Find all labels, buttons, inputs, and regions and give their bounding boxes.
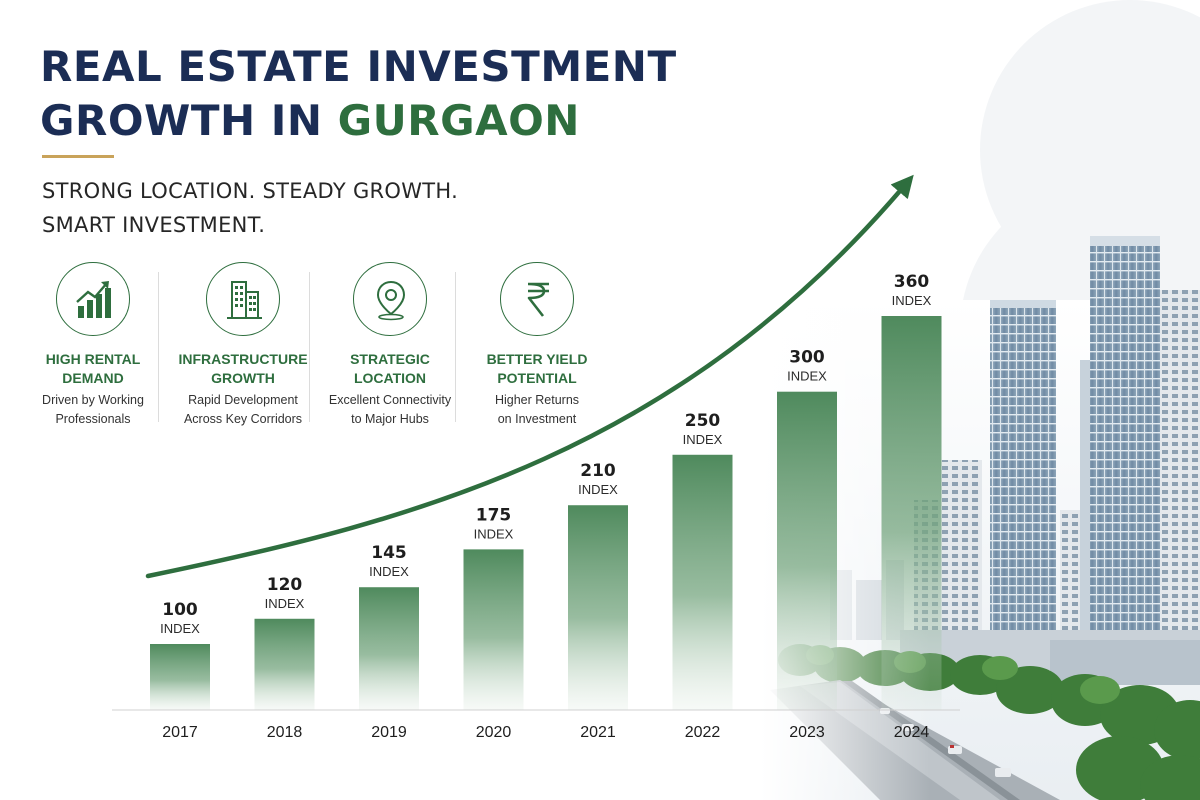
bar-2017 (150, 644, 210, 710)
x-tick-label-2023: 2023 (789, 724, 825, 741)
feature-title-line: STRATEGIC (350, 351, 430, 367)
buildings-icon (227, 281, 262, 319)
feature-description: Higher Returns on Investment (462, 391, 612, 429)
feature-title: STRATEGIC LOCATION (315, 350, 465, 388)
x-tick-label-2022: 2022 (685, 724, 721, 741)
value-label-2018: 120 (267, 575, 303, 595)
trend-arrow (145, 174, 914, 579)
feature-icon-ring (353, 262, 427, 336)
unit-label-2018: INDEX (265, 596, 305, 611)
page-title: REAL ESTATE INVESTMENT GROWTH IN GURGAON (40, 40, 677, 148)
x-tick-label-2019: 2019 (371, 724, 407, 741)
feature-description: Driven by Working Professionals (18, 391, 168, 429)
tagline-line-2: SMART INVESTMENT. (42, 213, 266, 237)
bar-2020 (463, 549, 524, 710)
unit-label-2022: INDEX (683, 432, 723, 447)
feature-description: Rapid Development Across Key Corridors (168, 391, 318, 429)
title-underline-divider (42, 155, 114, 158)
x-tick-label-2020: 2020 (476, 724, 512, 741)
chart-bars (150, 316, 942, 710)
tagline-line-1: STRONG LOCATION. STEADY GROWTH. (42, 179, 459, 203)
unit-label-2024: INDEX (892, 293, 932, 308)
feature-title-line: GROWTH (211, 370, 275, 386)
feature-title-line: LOCATION (353, 370, 427, 386)
feature-highlights: HIGH RENTAL DEMAND Driven by Working Pro… (18, 262, 598, 432)
feature-infrastructure-growth: INFRASTRUCTURE GROWTH Rapid Development … (168, 262, 318, 429)
chart-unit-labels: INDEX INDEX INDEX INDEX INDEX INDEX INDEX INDEX (160, 293, 932, 636)
x-tick-label-2017: 2017 (162, 724, 198, 741)
bar-2022 (672, 454, 733, 710)
feature-icon-ring (56, 262, 130, 336)
value-label-2019: 145 (371, 543, 407, 563)
feature-icon-ring (500, 262, 574, 336)
feature-divider (309, 272, 310, 422)
unit-label-2017: INDEX (160, 621, 200, 636)
bar-2018 (254, 618, 315, 710)
feature-title: BETTER YIELD POTENTIAL (462, 350, 612, 388)
feature-divider (455, 272, 456, 422)
feature-desc-line: Rapid Development (188, 393, 298, 407)
feature-desc-line: Across Key Corridors (183, 412, 303, 426)
bar-2019 (359, 587, 419, 710)
title-line-1: REAL ESTATE INVESTMENT (40, 42, 677, 91)
feature-high-rental-demand: HIGH RENTAL DEMAND Driven by Working Pro… (18, 262, 168, 429)
feature-title: INFRASTRUCTURE GROWTH (168, 350, 318, 388)
feature-description: Excellent Connectivity to Major Hubs (315, 391, 465, 429)
x-tick-label-2024: 2024 (894, 724, 930, 741)
rupee-icon (527, 282, 549, 317)
title-line-2-prefix: GROWTH IN (40, 96, 338, 145)
chart-value-labels: 100 120 145 175 210 250 300 360 (162, 272, 929, 620)
feature-strategic-location: STRATEGIC LOCATION Excellent Connectivit… (315, 262, 465, 429)
unit-label-2021: INDEX (578, 482, 618, 497)
x-tick-label-2021: 2021 (580, 724, 616, 741)
location-pin-icon (376, 280, 406, 321)
value-label-2021: 210 (580, 461, 616, 481)
feature-title: HIGH RENTAL DEMAND (18, 350, 168, 388)
feature-title-line: DEMAND (62, 370, 124, 386)
value-label-2023: 300 (789, 348, 825, 368)
feature-title-line: BETTER YIELD (486, 351, 588, 367)
value-label-2022: 250 (685, 411, 721, 431)
unit-label-2023: INDEX (787, 369, 827, 384)
bar-2023 (777, 391, 837, 710)
chart-x-tick-labels: 2017 2018 2019 2020 2021 2022 2023 2024 (162, 724, 929, 741)
feature-desc-line: Higher Returns (494, 393, 580, 407)
value-label-2017: 100 (162, 600, 198, 620)
feature-icon-ring (206, 262, 280, 336)
feature-desc-line: on Investment (497, 412, 577, 426)
title-accent-gurgaon: GURGAON (337, 96, 580, 145)
bar-chart-up-icon (76, 281, 111, 318)
feature-title-line: HIGH RENTAL (45, 351, 141, 367)
feature-desc-line: Excellent Connectivity (328, 393, 452, 407)
bar-2021 (568, 505, 628, 710)
feature-better-yield-potential: BETTER YIELD POTENTIAL Higher Returns on… (462, 262, 612, 429)
feature-desc-line: Driven by Working (42, 393, 144, 407)
feature-desc-line: to Major Hubs (351, 412, 429, 426)
value-label-2024: 360 (894, 272, 930, 292)
feature-divider (158, 272, 159, 422)
unit-label-2020: INDEX (474, 526, 514, 541)
unit-label-2019: INDEX (369, 564, 409, 579)
bar-2024 (881, 316, 942, 710)
feature-desc-line: Professionals (55, 412, 131, 426)
x-tick-label-2018: 2018 (267, 724, 303, 741)
feature-title-line: POTENTIAL (497, 370, 577, 386)
feature-title-line: INFRASTRUCTURE (178, 351, 308, 367)
value-label-2020: 175 (476, 505, 512, 525)
tagline: STRONG LOCATION. STEADY GROWTH. SMART IN… (42, 174, 458, 242)
